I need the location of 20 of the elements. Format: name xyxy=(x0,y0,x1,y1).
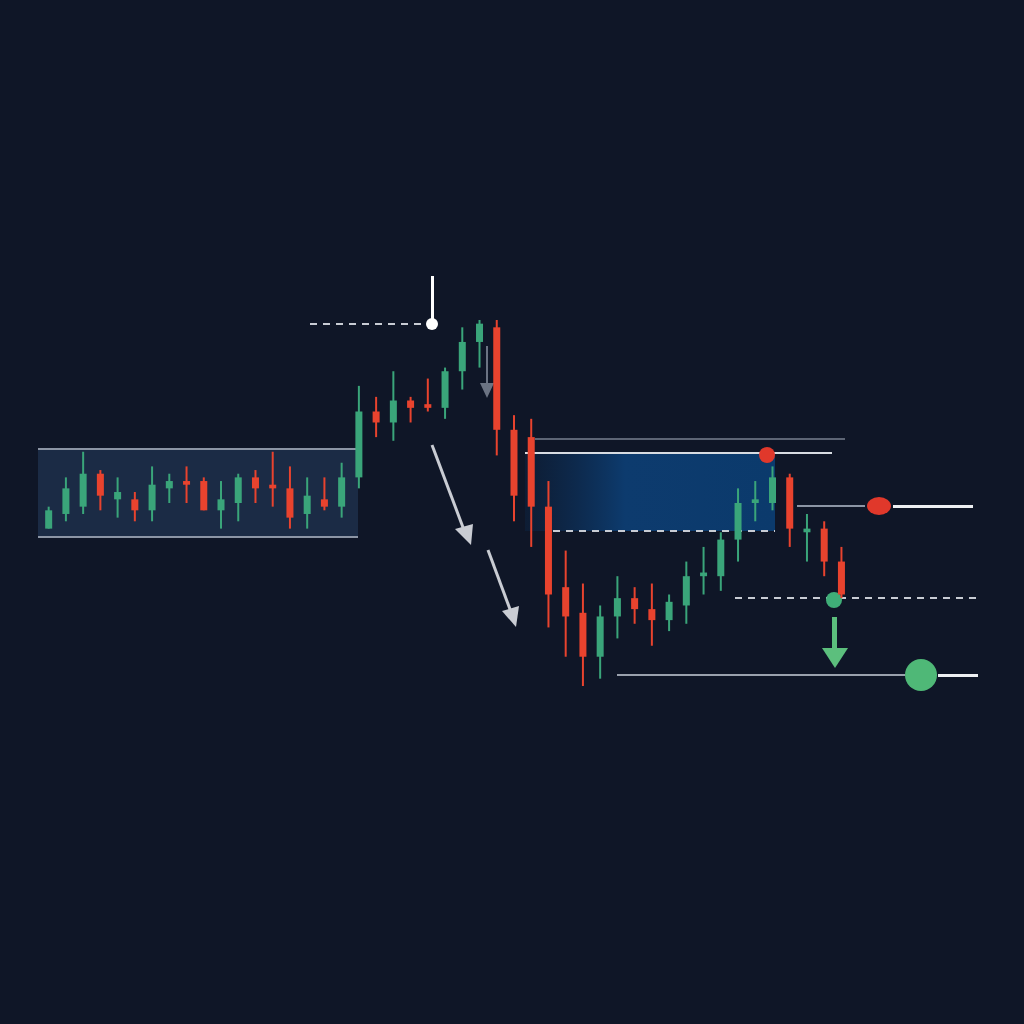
candlestick xyxy=(751,480,759,523)
candlestick xyxy=(251,469,259,504)
candlestick xyxy=(320,476,328,512)
candlestick xyxy=(389,370,397,442)
candlestick xyxy=(476,320,484,369)
candlestick xyxy=(631,586,639,625)
candlestick xyxy=(665,593,673,633)
candlestick xyxy=(96,469,104,512)
candlestick xyxy=(217,480,225,530)
candlestick xyxy=(114,476,122,519)
candlestick xyxy=(165,472,173,504)
candlestick xyxy=(131,491,139,523)
candlestick xyxy=(407,395,415,424)
candlestick xyxy=(372,395,380,439)
candlestick xyxy=(45,505,53,530)
candlestick xyxy=(183,465,191,504)
candlestick xyxy=(303,476,311,530)
candlestick xyxy=(613,575,621,640)
candlestick xyxy=(424,377,432,413)
candlestick xyxy=(648,582,656,647)
